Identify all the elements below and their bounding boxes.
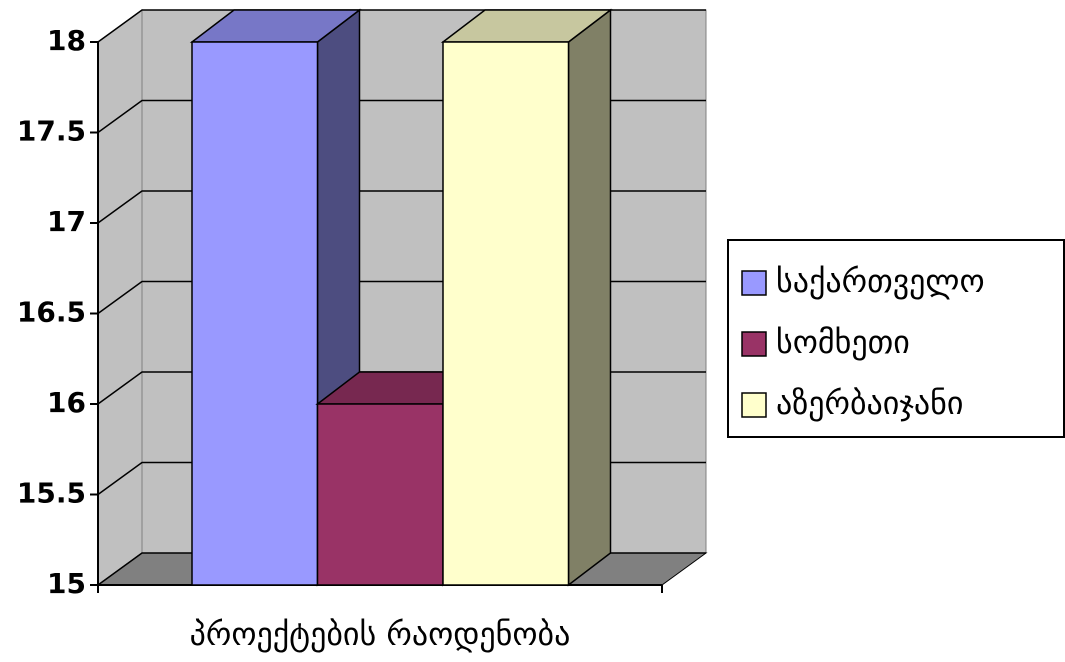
y-tick-label: 15.5 — [17, 477, 86, 510]
legend-box — [727, 239, 1065, 438]
legend-label: საქართველო — [776, 262, 985, 300]
y-tick-label: 16 — [47, 386, 86, 419]
legend-swatch — [741, 270, 767, 296]
y-tick-label: 17 — [47, 205, 86, 238]
y-tick-label: 17.5 — [17, 115, 86, 148]
y-tick-label: 16.5 — [17, 296, 86, 329]
bar-front — [442, 41, 570, 586]
bar-front — [316, 403, 444, 586]
legend-swatch — [741, 392, 767, 418]
bar — [189, 8, 362, 587]
legend-label: აზერბაიჯანი — [776, 384, 963, 422]
x-tick-label: პროექტების რაოდენობა — [190, 615, 571, 653]
legend-label: სომხეთი — [776, 323, 910, 361]
y-tick-label: 15 — [47, 567, 86, 600]
legend-swatch — [741, 331, 767, 357]
y-tick-label: 18 — [47, 24, 86, 57]
bar-side — [567, 8, 612, 587]
bar — [440, 8, 613, 587]
bar-front — [191, 41, 319, 586]
